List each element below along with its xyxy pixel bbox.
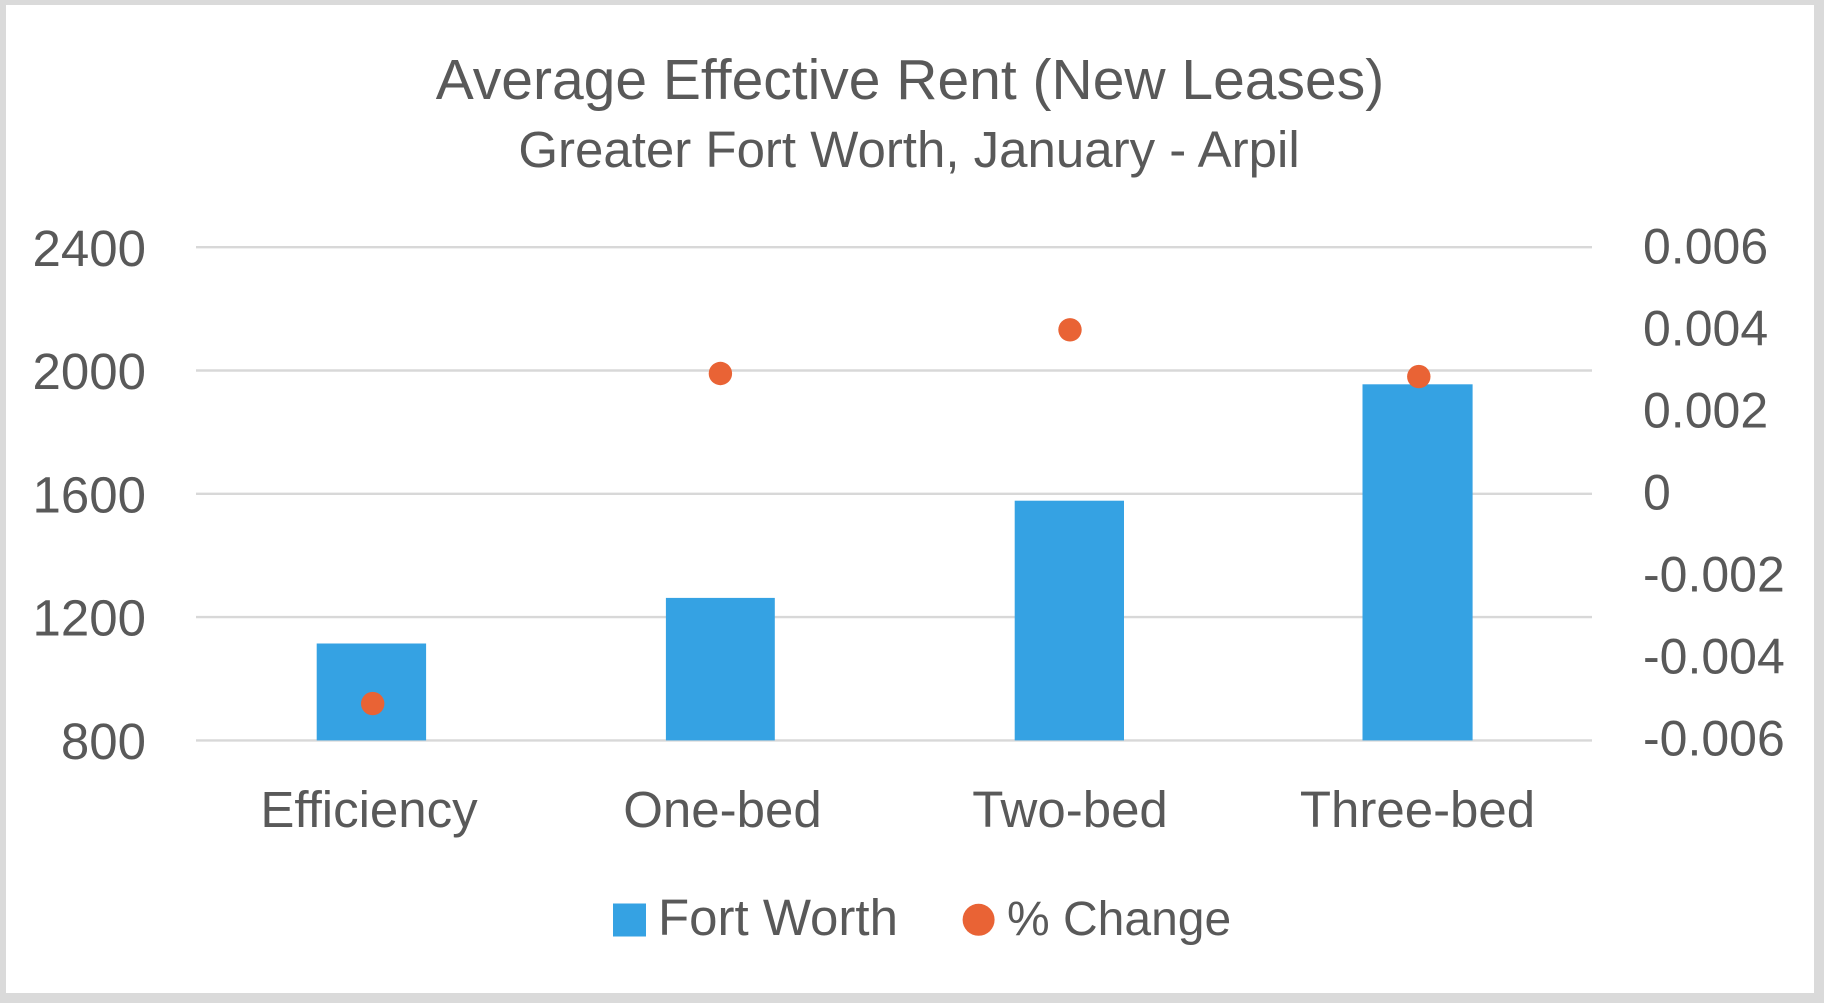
svg-text:Fort Worth: Fort Worth <box>658 889 898 946</box>
svg-text:One-bed: One-bed <box>623 781 821 838</box>
svg-text:2000: 2000 <box>33 343 146 400</box>
svg-text:800: 800 <box>61 713 146 770</box>
svg-text:Efficiency: Efficiency <box>260 781 478 838</box>
svg-text:0.006: 0.006 <box>1643 218 1768 274</box>
svg-text:Average Effective Rent (New Le: Average Effective Rent (New Leases) <box>436 48 1384 112</box>
svg-text:0.004: 0.004 <box>1643 300 1768 356</box>
svg-text:-0.002: -0.002 <box>1643 546 1785 602</box>
svg-text:-0.004: -0.004 <box>1643 628 1785 684</box>
svg-text:% Change: % Change <box>1007 893 1231 946</box>
svg-text:0: 0 <box>1643 464 1671 520</box>
svg-text:-0.006: -0.006 <box>1643 710 1785 766</box>
svg-text:0.002: 0.002 <box>1643 382 1768 438</box>
svg-text:Three-bed: Three-bed <box>1300 781 1535 838</box>
svg-text:Two-bed: Two-bed <box>972 781 1168 838</box>
svg-text:2400: 2400 <box>33 220 146 277</box>
svg-text:1200: 1200 <box>33 590 146 647</box>
svg-text:Greater Fort Worth, January -: Greater Fort Worth, January - Arpil <box>518 121 1299 178</box>
svg-text:1600: 1600 <box>33 466 146 523</box>
